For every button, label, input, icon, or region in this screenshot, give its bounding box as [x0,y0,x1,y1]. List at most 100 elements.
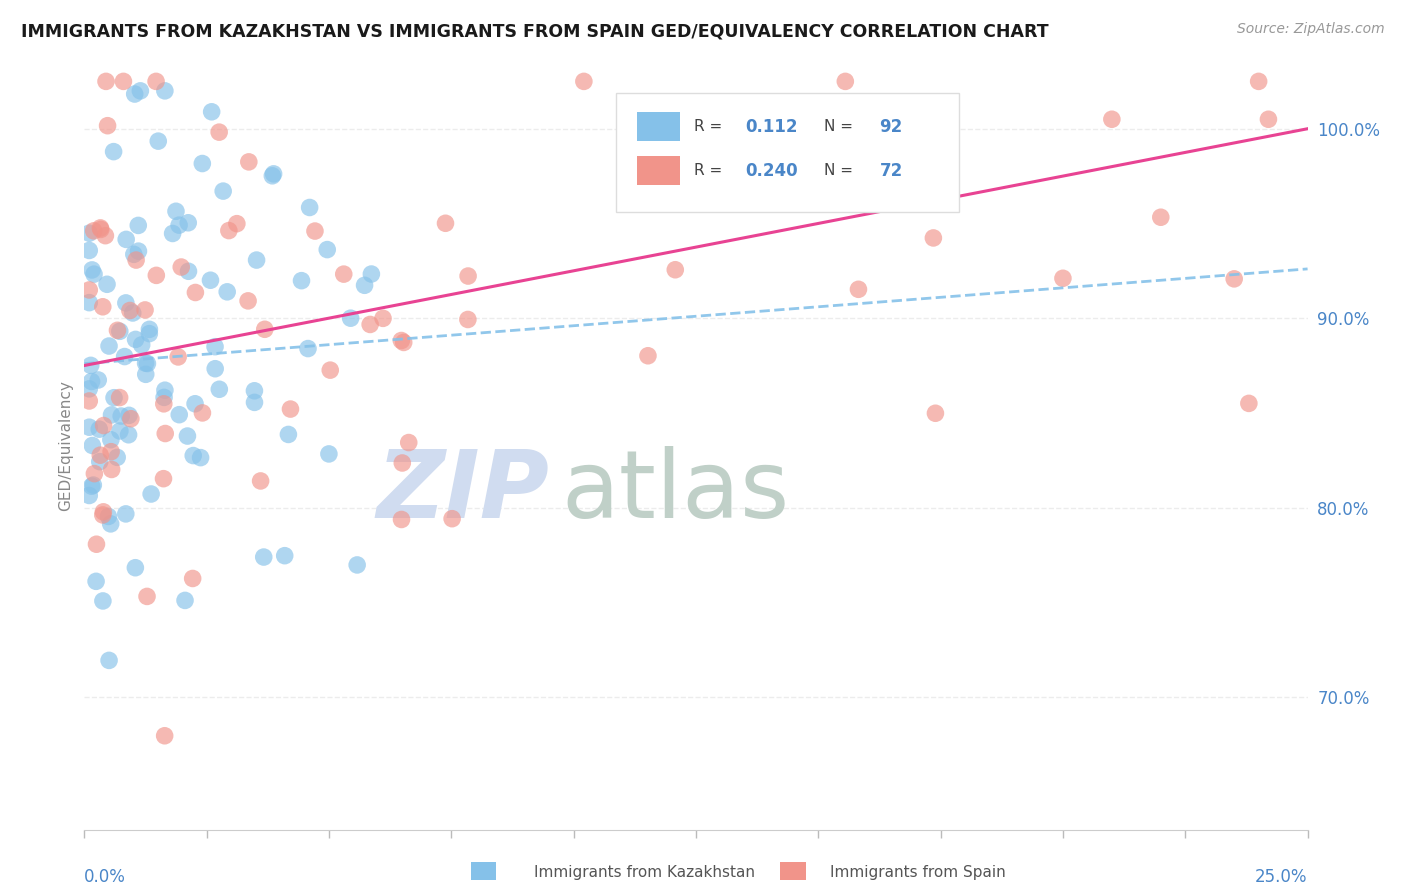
Point [190,450,212,465]
Point [236,293,259,308]
Point [91,300,114,314]
Point [208,382,231,396]
Point [253,549,276,564]
Point [100,433,122,447]
Point [238,154,260,169]
Point [637,349,659,363]
Point [245,253,267,268]
Point [112,74,135,88]
Point [153,391,176,405]
Point [318,447,340,461]
Text: 0.240: 0.240 [745,161,797,179]
Point [131,338,153,352]
Point [91,594,114,608]
Point [138,322,160,336]
Point [280,402,302,417]
Point [371,311,394,326]
Point [848,282,870,296]
Point [225,217,247,231]
Point [90,222,112,236]
Point [1237,396,1260,410]
Text: Source: ZipAtlas.com: Source: ZipAtlas.com [1237,22,1385,37]
Point [100,408,122,422]
Point [1101,112,1123,127]
Point [114,350,136,364]
Point [153,84,176,98]
Point [1257,112,1279,127]
Text: Immigrants from Spain: Immigrants from Spain [830,865,1005,880]
Point [346,558,368,572]
Point [391,512,413,526]
Point [922,231,945,245]
Point [243,384,266,398]
Point [664,262,686,277]
Point [83,267,105,281]
Text: N =: N = [824,163,853,178]
Point [1150,211,1173,225]
Point [83,224,105,238]
Point [167,218,190,232]
Point [177,264,200,278]
Point [134,302,156,317]
Point [118,303,141,318]
Point [108,391,131,405]
Point [572,74,595,88]
Point [121,306,143,320]
Point [360,267,382,281]
Point [84,574,107,589]
Point [204,340,226,354]
Point [176,429,198,443]
Point [117,427,139,442]
Point [115,296,138,310]
Point [118,409,141,423]
Point [83,467,105,481]
Point [262,169,284,183]
Point [1223,272,1246,286]
Point [80,263,103,277]
Text: R =: R = [693,163,721,178]
Point [1052,271,1074,285]
Point [304,224,326,238]
Point [86,537,108,551]
Point [97,119,120,133]
Point [77,394,100,409]
Point [97,509,120,524]
Point [98,653,121,667]
Text: 0.112: 0.112 [745,118,797,136]
Point [359,318,381,332]
Point [457,312,479,326]
Point [108,424,131,438]
Point [103,391,125,405]
Point [98,339,121,353]
Text: 92: 92 [880,118,903,136]
Text: N =: N = [824,120,853,135]
Point [170,260,193,274]
Point [93,505,115,519]
Text: ZIP: ZIP [377,446,550,538]
Text: R =: R = [693,120,721,135]
Point [152,472,174,486]
Point [145,74,167,88]
Point [201,104,224,119]
Point [167,350,190,364]
Point [89,448,111,462]
Point [139,487,162,501]
Point [208,125,231,139]
Point [93,418,115,433]
Point [115,232,138,246]
Point [103,145,125,159]
Point [77,420,100,434]
Point [82,438,104,452]
Point [77,295,100,310]
FancyBboxPatch shape [616,93,959,212]
Point [277,427,299,442]
Point [389,334,412,348]
Point [80,479,103,493]
Point [127,244,149,259]
Point [319,363,342,377]
Point [77,283,100,297]
Point [124,332,146,346]
Point [87,373,110,387]
Point [153,383,176,397]
Point [191,156,214,170]
